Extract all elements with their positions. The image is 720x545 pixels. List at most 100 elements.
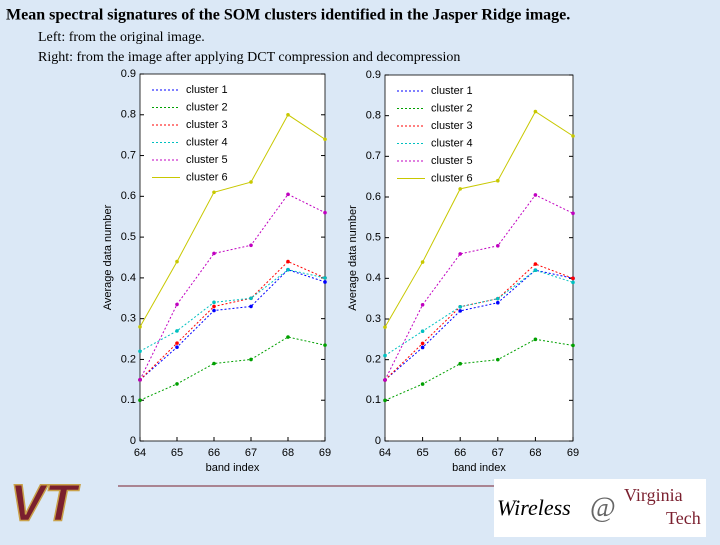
data-point: [420, 329, 425, 334]
data-point: [383, 398, 387, 403]
series-line: [139, 336, 326, 401]
data-point: [212, 304, 216, 309]
data-point: [249, 357, 253, 362]
legend-label: cluster 1: [186, 84, 228, 96]
data-point: [249, 180, 253, 184]
brand-box: [494, 479, 706, 537]
data-point: [420, 345, 425, 350]
x-axis-label: band index: [452, 462, 506, 474]
y-tick-label: 0.1: [366, 394, 381, 406]
vt-logo: VT: [10, 475, 81, 533]
plot-area: [384, 74, 574, 442]
legend-label: cluster 4: [431, 137, 473, 149]
x-tick-label: 64: [379, 447, 391, 459]
x-tick-label: 69: [319, 447, 331, 459]
series-line: [139, 193, 326, 381]
y-tick-label: 0.9: [366, 69, 381, 81]
series-line: [384, 269, 574, 381]
data-point: [496, 300, 500, 305]
legend-label: cluster 5: [186, 154, 228, 166]
brand-text: Wireless: [497, 495, 571, 520]
data-point: [138, 349, 142, 354]
data-point: [175, 329, 179, 333]
data-point: [533, 337, 538, 342]
data-point: [496, 296, 500, 301]
series-line: [139, 114, 326, 328]
plot-area: [139, 73, 326, 442]
y-axis-label: Average data number: [347, 205, 359, 311]
data-point: [212, 361, 216, 366]
x-tick-label: 64: [134, 447, 146, 459]
data-point: [175, 341, 179, 345]
data-point: [286, 192, 290, 197]
data-point: [533, 109, 538, 114]
series-line: [139, 260, 326, 381]
x-tick-label: 68: [529, 447, 541, 459]
x-tick-label: 69: [567, 447, 579, 459]
data-point: [458, 252, 463, 256]
data-point: [496, 244, 500, 248]
data-point: [212, 251, 216, 256]
data-point: [458, 187, 463, 191]
data-point: [212, 190, 216, 195]
x-tick-label: 65: [171, 447, 183, 459]
data-point: [286, 259, 290, 264]
series-line: [384, 269, 574, 357]
y-tick-label: 0.7: [366, 150, 381, 162]
x-tick-label: 65: [416, 447, 428, 459]
subtitle-line: Right: from the image after applying DCT…: [38, 50, 460, 65]
x-tick-label: 67: [245, 447, 257, 459]
data-point: [458, 361, 463, 366]
data-point: [383, 378, 387, 382]
data-point: [175, 382, 179, 386]
data-point: [571, 280, 575, 285]
slide-title: Mean spectral signatures of the SOM clus…: [6, 7, 570, 24]
brand-text: Virginia: [624, 485, 683, 505]
y-tick-label: 0: [375, 435, 381, 447]
data-point: [249, 304, 253, 309]
y-tick-label: 0.4: [366, 272, 381, 284]
data-point: [533, 193, 538, 197]
data-point: [323, 276, 327, 280]
data-point: [286, 335, 290, 339]
data-point: [212, 300, 216, 305]
data-point: [323, 343, 327, 347]
y-tick-label: 0.9: [121, 68, 136, 80]
data-point: [286, 112, 290, 117]
data-point: [175, 345, 179, 350]
data-point: [175, 259, 179, 264]
y-tick-label: 0.4: [121, 272, 136, 284]
y-tick-label: 0.7: [121, 149, 136, 161]
legend-label: cluster 3: [186, 119, 228, 131]
y-tick-label: 0.3: [366, 313, 381, 325]
x-tick-label: 66: [454, 447, 466, 459]
data-point: [249, 243, 253, 248]
data-point: [323, 280, 327, 284]
data-point: [138, 378, 142, 382]
legend-label: cluster 4: [186, 136, 228, 148]
y-tick-label: 0.5: [121, 231, 136, 243]
y-tick-label: 0.8: [366, 110, 381, 122]
legend-label: cluster 6: [186, 171, 228, 183]
data-point: [533, 268, 538, 273]
data-point: [383, 325, 387, 329]
data-point: [496, 357, 500, 362]
y-tick-label: 0.3: [121, 313, 136, 325]
legend-label: cluster 3: [431, 120, 473, 132]
data-point: [571, 211, 575, 216]
legend-label: cluster 6: [431, 172, 473, 184]
legend-label: cluster 2: [186, 101, 228, 113]
y-tick-label: 0.6: [121, 190, 136, 202]
x-tick-label: 68: [282, 447, 294, 459]
data-point: [496, 178, 500, 183]
x-axis-label: band index: [206, 462, 260, 474]
brand-text: Tech: [666, 508, 701, 528]
series-line: [384, 194, 574, 381]
data-point: [175, 302, 179, 307]
data-point: [571, 134, 575, 138]
legend-label: cluster 1: [431, 85, 473, 97]
data-point: [323, 137, 327, 142]
data-point: [420, 260, 425, 264]
data-point: [138, 325, 142, 329]
